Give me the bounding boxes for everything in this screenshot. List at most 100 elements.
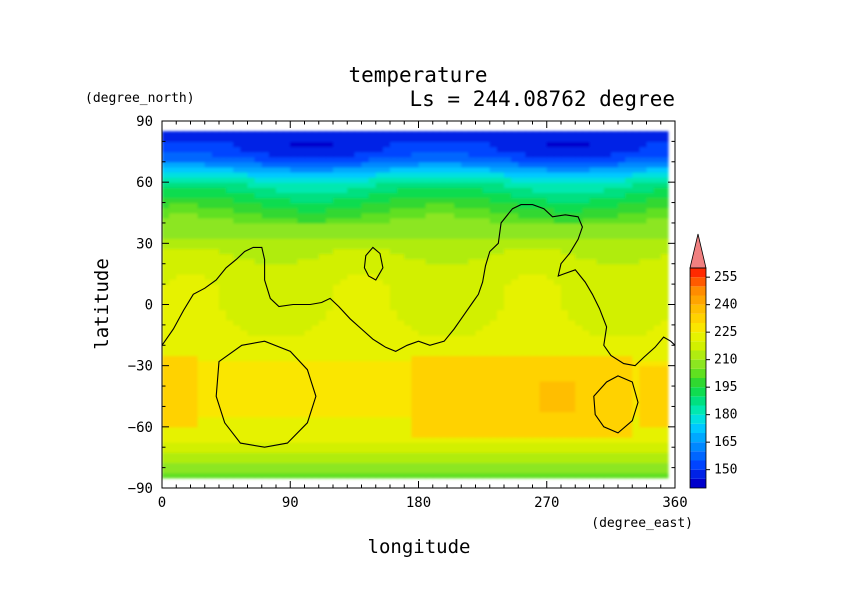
heatmap-cell — [461, 370, 469, 377]
heatmap-cell — [304, 284, 313, 290]
heatmap-cell — [482, 314, 491, 321]
colorbar-segment — [690, 359, 706, 369]
heatmap-cell — [340, 258, 348, 265]
heatmap-cell — [297, 131, 306, 137]
heatmap-cell — [482, 192, 491, 199]
heatmap-cell — [568, 386, 576, 392]
heatmap-cell — [610, 365, 619, 372]
heatmap-cell — [447, 228, 455, 234]
heatmap-cell — [382, 141, 391, 148]
heatmap-cell — [411, 314, 420, 321]
heatmap-cell — [190, 202, 199, 209]
heatmap-cell — [596, 437, 605, 443]
heatmap-cell — [532, 431, 541, 438]
heatmap-cell — [368, 222, 377, 229]
heatmap-cell — [411, 131, 420, 137]
heatmap-cell — [575, 360, 583, 367]
heatmap-cell — [226, 187, 234, 193]
heatmap-cell — [304, 360, 313, 367]
heatmap-cell — [454, 329, 462, 336]
heatmap-cell — [454, 284, 462, 290]
heatmap-cell — [610, 222, 619, 229]
heatmap-cell — [660, 217, 669, 224]
heatmap-cell — [261, 391, 270, 397]
heatmap-cell — [489, 380, 498, 387]
heatmap-cell — [375, 304, 384, 311]
heatmap-cell — [318, 161, 327, 168]
heatmap-cell — [639, 238, 648, 244]
heatmap-cell — [340, 355, 348, 362]
heatmap-cell — [276, 156, 284, 163]
heatmap-cell — [254, 243, 263, 250]
heatmap-cell — [183, 228, 192, 234]
heatmap-cell — [489, 314, 498, 321]
heatmap-cell — [311, 345, 320, 351]
heatmap-cell — [496, 426, 505, 433]
heatmap-cell — [382, 396, 391, 402]
heatmap-cell — [596, 243, 605, 250]
heatmap-cell — [268, 340, 277, 346]
heatmap-cell — [582, 340, 591, 346]
heatmap-cell — [418, 350, 427, 357]
heatmap-cell — [618, 406, 626, 413]
heatmap-cell — [361, 136, 370, 142]
heatmap-cell — [525, 166, 534, 173]
heatmap-cell — [553, 217, 562, 224]
heatmap-cell — [610, 228, 619, 234]
heatmap-cell — [261, 217, 270, 224]
heatmap-cell — [660, 396, 669, 402]
heatmap-cell — [247, 141, 256, 148]
heatmap-cell — [354, 324, 363, 331]
heatmap-cell — [504, 228, 512, 234]
heatmap-cell — [204, 299, 213, 306]
heatmap-cell — [382, 360, 391, 367]
heatmap-cell — [589, 340, 598, 346]
heatmap-cell — [660, 299, 669, 306]
heatmap-cell — [439, 284, 448, 290]
heatmap-cell — [639, 340, 648, 346]
heatmap-cell — [546, 263, 555, 270]
heatmap-cell — [425, 217, 434, 224]
heatmap-cell — [454, 151, 462, 158]
heatmap-cell — [162, 340, 170, 346]
heatmap-cell — [610, 161, 619, 168]
heatmap-cell — [568, 268, 576, 275]
heatmap-cell — [333, 442, 341, 448]
heatmap-cell — [361, 406, 370, 413]
heatmap-cell — [190, 131, 199, 137]
heatmap-cell — [375, 401, 384, 408]
heatmap-cell — [525, 437, 534, 443]
heatmap-cell — [610, 304, 619, 311]
heatmap-cell — [553, 207, 562, 214]
heatmap-cell — [561, 197, 569, 204]
heatmap-cell — [290, 467, 298, 474]
heatmap-cell — [482, 299, 491, 306]
heatmap-cell — [318, 294, 327, 301]
heatmap-cell — [233, 217, 241, 224]
heatmap-cell — [589, 187, 598, 193]
heatmap-cell — [553, 391, 562, 397]
heatmap-cell — [219, 467, 227, 474]
heatmap-cell — [532, 228, 541, 234]
heatmap-cell — [190, 258, 199, 265]
heatmap-cell — [361, 426, 370, 433]
heatmap-cell — [333, 421, 341, 428]
heatmap-cell — [233, 131, 241, 137]
heatmap-cell — [304, 248, 313, 255]
heatmap-cell — [575, 289, 583, 295]
heatmap-cell — [411, 411, 420, 418]
heatmap-cell — [261, 146, 270, 153]
heatmap-cell — [653, 228, 662, 234]
heatmap-cell — [226, 171, 234, 178]
heatmap-cell — [240, 411, 249, 418]
heatmap-cell — [568, 335, 576, 341]
heatmap-cell — [268, 447, 277, 453]
heatmap-cell — [233, 238, 241, 244]
heatmap-cell — [204, 411, 213, 418]
heatmap-cell — [311, 253, 320, 260]
heatmap-cell — [311, 238, 320, 244]
heatmap-cell — [418, 386, 427, 392]
heatmap-cell — [311, 268, 320, 275]
heatmap-cell — [390, 156, 398, 163]
